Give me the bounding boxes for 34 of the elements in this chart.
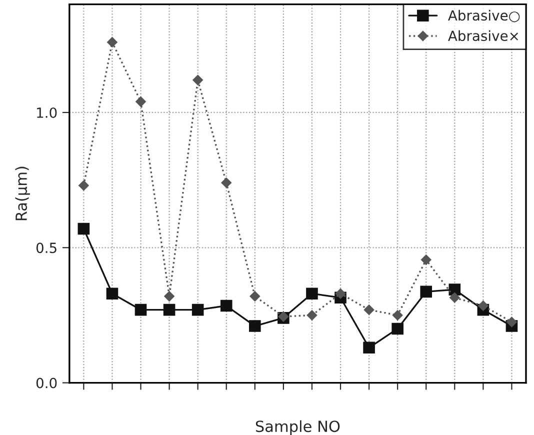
point: [136, 96, 146, 107]
point: [164, 291, 174, 302]
point: [392, 322, 404, 335]
point: [134, 304, 147, 316]
point: [250, 291, 260, 302]
point: [450, 292, 460, 303]
y-tick-label: 0.5: [36, 242, 56, 254]
point: [306, 288, 318, 300]
point: [107, 37, 118, 48]
point: [335, 288, 346, 299]
point: [163, 304, 176, 316]
point: [421, 254, 432, 265]
point: [106, 288, 118, 300]
point: [478, 300, 488, 311]
point: [364, 304, 374, 315]
point: [392, 310, 403, 320]
x-axis-title: Sample NO: [256, 420, 340, 435]
point: [78, 180, 89, 191]
point: [448, 284, 461, 296]
y-axis-title: Ra(μm): [15, 166, 30, 220]
legend-label: Abrasive○: [448, 10, 520, 22]
point: [249, 320, 261, 332]
point: [192, 304, 204, 316]
point: [192, 74, 203, 86]
point: [220, 300, 232, 312]
legend-label: Abrasive×: [448, 30, 518, 42]
point: [420, 286, 432, 298]
point: [306, 310, 318, 320]
y-tick-label: 0.0: [36, 378, 57, 388]
point: [78, 222, 90, 235]
y-tick-label: 1.0: [37, 107, 57, 118]
point: [221, 178, 232, 188]
point: [506, 316, 517, 328]
point: [363, 342, 375, 354]
